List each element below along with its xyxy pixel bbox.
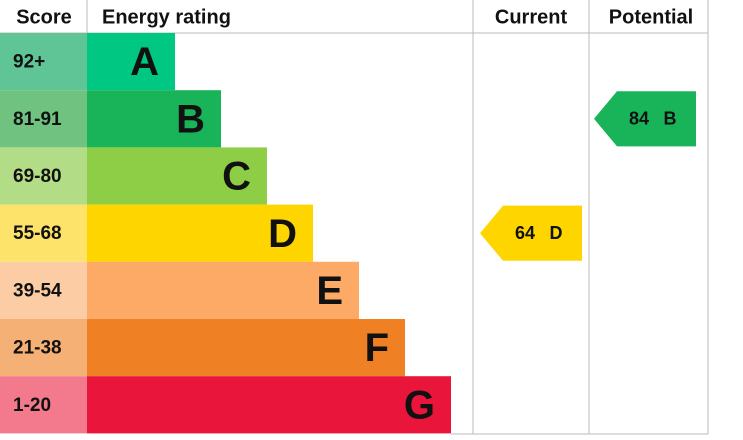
rating-bar (87, 33, 175, 91)
score-label: 69-80 (13, 166, 62, 187)
rating-letter: F (365, 326, 389, 370)
score-label: 55-68 (13, 223, 62, 244)
score-label: 1-20 (13, 395, 51, 416)
potential-value: 84 (629, 109, 649, 129)
score-cell (0, 261, 87, 319)
rating-letter: D (268, 212, 297, 256)
current-value: 64 (515, 223, 535, 243)
potential-letter: B (664, 109, 677, 129)
score-cell (0, 147, 87, 205)
header-rating: Energy rating (102, 6, 231, 28)
potential-arrow (594, 91, 696, 147)
header-current: Current (495, 6, 568, 28)
header-potential: Potential (609, 6, 693, 28)
rating-letter: B (176, 97, 205, 141)
score-cell (0, 319, 87, 377)
rating-letter: E (316, 269, 343, 313)
score-cell (0, 376, 87, 434)
rating-letter: C (222, 155, 251, 199)
score-cell (0, 204, 87, 262)
rating-letter: A (130, 40, 159, 84)
header-score: Score (16, 6, 72, 28)
score-label: 92+ (13, 52, 45, 73)
score-cell (0, 33, 87, 91)
rating-letter: G (404, 383, 435, 427)
rating-bar (87, 261, 359, 319)
rating-bar (87, 376, 451, 434)
current-arrow (480, 205, 582, 261)
rating-bar (87, 204, 313, 262)
score-label: 21-38 (13, 338, 62, 359)
score-label: 81-91 (13, 109, 62, 130)
score-cell (0, 90, 87, 148)
rating-bar (87, 319, 405, 377)
rating-bar (87, 147, 267, 205)
current-letter: D (550, 223, 563, 243)
score-label: 39-54 (13, 280, 62, 301)
rating-bar (87, 90, 221, 148)
